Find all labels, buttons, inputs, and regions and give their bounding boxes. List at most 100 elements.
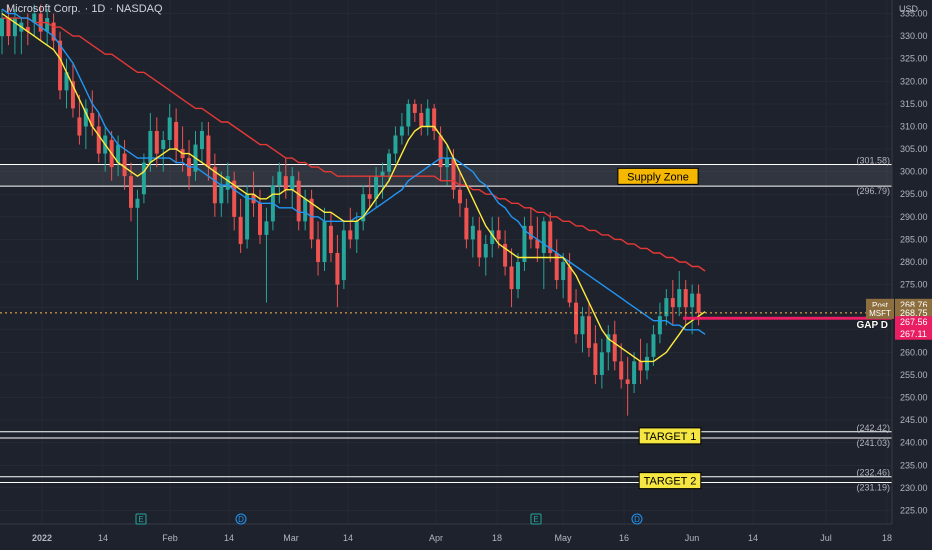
candle-body	[264, 221, 269, 235]
candle	[457, 171, 462, 217]
candle-body	[651, 334, 656, 357]
candle	[141, 153, 146, 204]
candle-body	[528, 225, 533, 240]
candle	[374, 167, 379, 208]
candle-body	[232, 180, 237, 217]
candle-body	[225, 176, 230, 190]
price-tick-label: 275.00	[900, 280, 928, 290]
candle-body	[490, 230, 495, 244]
axis-price-value: 267.11	[900, 329, 927, 339]
axis-price-label: 267.56	[895, 316, 932, 329]
candle	[328, 212, 333, 262]
dividend-marker-circle	[235, 513, 247, 525]
candle	[90, 90, 95, 136]
price-tick-label: 295.00	[900, 189, 928, 199]
price-tick-label: 330.00	[900, 31, 928, 41]
time-tick-label: May	[554, 533, 572, 543]
candle-body	[664, 298, 669, 317]
candle-body	[367, 194, 372, 199]
time-tick-label: Feb	[162, 533, 178, 543]
event-marker-icon: E	[530, 513, 542, 525]
dividend-marker-text: D	[634, 515, 640, 524]
candle	[580, 307, 585, 353]
time-tick-label: Mar	[283, 533, 299, 543]
candle	[561, 252, 566, 299]
dividend-marker-text: D	[238, 515, 244, 524]
candle-body	[322, 221, 327, 262]
gap-label: GAP D	[857, 320, 889, 331]
candle-body	[645, 356, 649, 371]
ma-fast-line	[1, 13, 706, 363]
time-tick-label: 14	[224, 533, 234, 543]
price-tick-label: 320.00	[900, 76, 928, 86]
axis-price-value-box	[895, 327, 932, 340]
candle-body	[690, 293, 695, 308]
time-axis[interactable]: 2022 14 Feb 14 Mar 14 Apr 18 May 16 Jun 14 Jul 18 E D E D	[0, 513, 892, 543]
candle	[161, 131, 166, 172]
moving-averages-layer	[1, 8, 706, 363]
candle	[303, 189, 308, 231]
candle	[277, 162, 282, 204]
candle	[677, 271, 682, 317]
candle	[619, 343, 624, 389]
candle-body	[632, 361, 637, 384]
axis-price-tag: Post	[872, 301, 889, 310]
candle-body	[58, 40, 63, 91]
candle-body	[425, 108, 430, 127]
target-2-label-text: TARGET 2	[644, 476, 697, 488]
candle-body	[361, 194, 366, 222]
candle	[32, 4, 37, 37]
candle	[599, 338, 604, 389]
candle-body	[309, 198, 314, 240]
candle	[470, 216, 475, 258]
candle	[135, 189, 140, 281]
price-tick-label: 310.00	[900, 121, 928, 131]
earnings-marker-box	[135, 513, 147, 525]
candle	[406, 99, 411, 136]
candle	[483, 234, 488, 276]
candle-body	[464, 207, 469, 240]
symbol-title: Microsoft Corp. · 1D · NASDAQ	[6, 3, 163, 15]
candles-layer	[0, 4, 701, 416]
candle	[316, 221, 321, 276]
candle	[96, 112, 101, 163]
candle-body	[77, 117, 82, 136]
price-tick-label: 290.00	[900, 212, 928, 222]
candle-body	[567, 266, 572, 303]
candle	[290, 167, 295, 208]
candle	[612, 320, 617, 371]
candle-body	[0, 18, 4, 37]
target-1-label: TARGET 1	[638, 427, 702, 445]
candle	[664, 289, 669, 326]
candle-body	[374, 176, 379, 199]
price-tick-label: 300.00	[900, 167, 928, 177]
candle	[348, 207, 353, 249]
candle	[586, 302, 591, 357]
candle	[116, 135, 121, 177]
candle	[412, 99, 417, 122]
candle-body	[25, 27, 30, 32]
candle	[606, 325, 611, 371]
candle	[425, 99, 430, 136]
candle	[167, 103, 172, 150]
candle-body	[199, 131, 204, 150]
time-tick-label: 14	[343, 533, 353, 543]
axis-price-label: MSFT 268.75	[866, 306, 932, 319]
price-tick-label: 225.00	[900, 505, 928, 515]
candle-body	[503, 243, 508, 267]
price-tick-label: 250.00	[900, 393, 928, 403]
zone-price-label: (296.79)	[856, 186, 890, 196]
exchange-label: NASDAQ	[116, 3, 163, 15]
candle	[445, 144, 450, 186]
candle-body	[303, 198, 308, 222]
supply-zone-band	[0, 164, 892, 187]
candle-body	[380, 171, 385, 177]
candle	[199, 121, 204, 163]
candle-body	[612, 334, 617, 362]
candle-body	[451, 158, 456, 190]
time-tick-label: Jun	[685, 533, 700, 543]
candle-body	[167, 117, 172, 141]
candle	[393, 126, 398, 163]
